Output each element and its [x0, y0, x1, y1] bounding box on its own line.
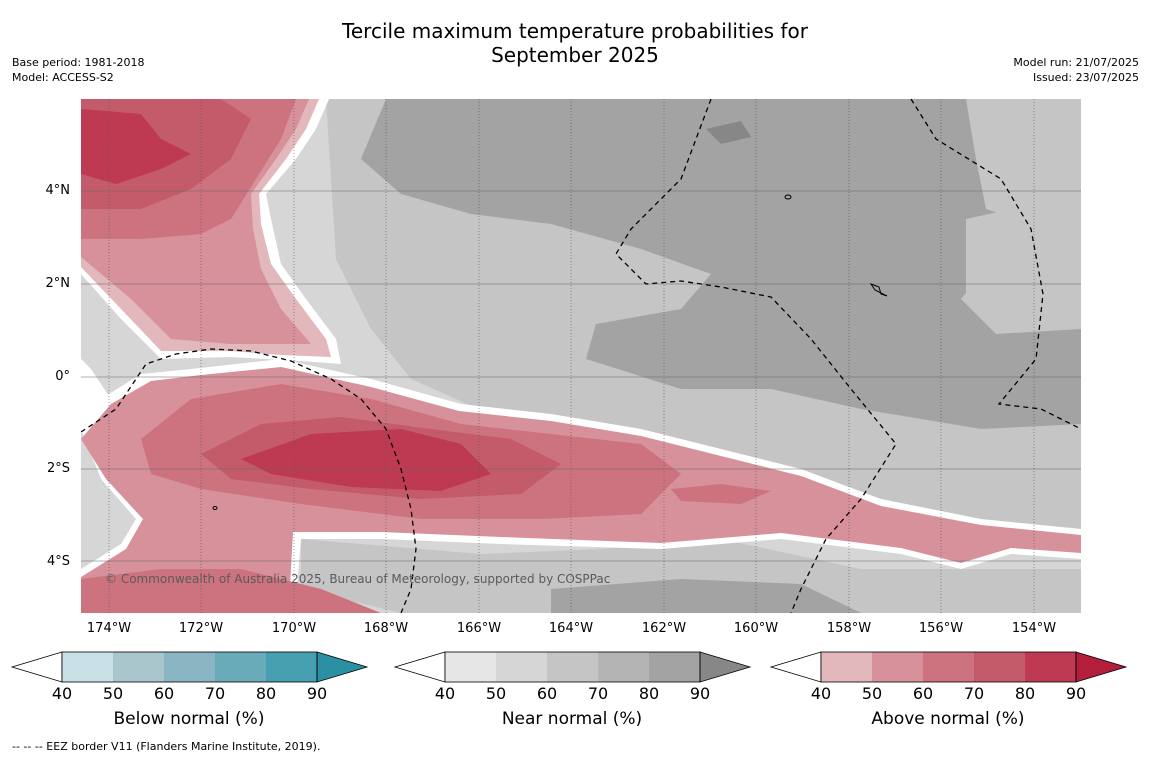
cb-near-tick-40: 40 [434, 684, 456, 703]
lat-label-4s: 4°S [46, 554, 70, 569]
grid [81, 190, 1081, 562]
lon-label-168w: 168°W [363, 621, 409, 636]
cb-near-arrow-left [393, 651, 446, 683]
cb-above-swatch-2 [872, 652, 923, 682]
cb-above-title: Above normal (%) [871, 709, 1025, 729]
colorbar-near-normal [393, 651, 752, 683]
lat-label-4n: 4°N [45, 183, 71, 198]
cb-above-tick-50: 50 [861, 684, 883, 703]
copyright-notice: © Commonwealth of Australia 2025, Bureau… [105, 572, 611, 586]
cb-below-swatch-2 [113, 652, 164, 682]
cb-above-tick-80: 80 [1014, 684, 1036, 703]
eez-borders [81, 99, 1081, 613]
cb-below-tick-70: 70 [204, 684, 226, 703]
run-info: Model run: 21/07/2025 Issued: 23/07/2025 [1013, 55, 1139, 85]
cb-above-swatch-4 [974, 652, 1025, 682]
cb-near-swatch-2 [496, 652, 547, 682]
near-normal-80-region [361, 99, 1081, 429]
cb-above-swatch-1 [821, 652, 872, 682]
chart-title: Tercile maximum temperature probabilitie… [0, 19, 1150, 67]
lon-label-156w: 156°W [918, 621, 964, 636]
cb-near-tick-70: 70 [587, 684, 609, 703]
colorbar-above-normal [769, 651, 1128, 683]
cb-below-tick-60: 60 [153, 684, 175, 703]
cb-near-tick-50: 50 [485, 684, 507, 703]
cb-above-tick-60: 60 [912, 684, 934, 703]
cb-below-swatch-3 [164, 652, 215, 682]
cb-near-swatch-1 [445, 652, 496, 682]
above-80-region [241, 429, 491, 491]
cb-below-swatch-1 [62, 652, 113, 682]
islands [212, 194, 888, 510]
lon-label-174w: 174°W [86, 621, 132, 636]
lon-label-166w: 166°W [456, 621, 502, 636]
title-line-1: Tercile maximum temperature probabilitie… [342, 19, 808, 43]
lon-label-158w: 158°W [826, 621, 872, 636]
lon-label-164w: 164°W [548, 621, 594, 636]
near-normal-light-patch [966, 99, 1081, 224]
lat-label-0: 0° [55, 369, 70, 384]
cb-above-swatch-3 [923, 652, 974, 682]
cb-near-tick-60: 60 [536, 684, 558, 703]
cb-near-swatch-3 [547, 652, 598, 682]
cb-near-tick-80: 80 [638, 684, 660, 703]
cb-below-swatch-5 [266, 652, 317, 682]
near-normal-light-patch-2 [966, 194, 1081, 329]
model-name: Model: ACCESS-S2 [12, 71, 114, 84]
model-run-date: Model run: 21/07/2025 [1013, 56, 1139, 69]
cb-above-tick-90: 90 [1065, 684, 1087, 703]
lon-label-162w: 162°W [641, 621, 687, 636]
lon-label-172w: 172°W [178, 621, 224, 636]
cb-above-tick-70: 70 [963, 684, 985, 703]
near-normal-bottom [301, 539, 1081, 613]
base-info: Base period: 1981-2018 Model: ACCESS-S2 [12, 55, 144, 85]
cb-below-tick-40: 40 [51, 684, 73, 703]
lat-label-2n: 2°N [45, 276, 71, 291]
cb-below-swatch-4 [215, 652, 266, 682]
title-line-2: September 2025 [491, 43, 659, 67]
cb-below-tick-50: 50 [102, 684, 124, 703]
above-60-bottom-left [81, 569, 381, 613]
cb-near-swatch-4 [598, 652, 649, 682]
lon-label-154w: 154°W [1011, 621, 1057, 636]
lon-label-170w: 170°W [271, 621, 317, 636]
base-period: Base period: 1981-2018 [12, 56, 145, 69]
cb-below-title: Below normal (%) [113, 709, 265, 729]
above-90-upper-left [81, 109, 191, 184]
colorbar-below-normal [10, 651, 369, 683]
cb-near-tick-90: 90 [689, 684, 711, 703]
probability-map [81, 99, 1081, 613]
issued-date: Issued: 23/07/2025 [1032, 71, 1139, 84]
below-40-patch-left [81, 359, 111, 434]
lat-label-2s: 2°S [46, 461, 70, 476]
cb-above-arrow-right [1075, 651, 1128, 683]
lon-label-160w: 160°W [733, 621, 779, 636]
cb-near-title: Near normal (%) [501, 709, 643, 729]
cb-below-arrow-right [316, 651, 369, 683]
cb-below-arrow-left [10, 651, 63, 683]
cb-above-swatch-5 [1025, 652, 1076, 682]
near-normal-90-patch [706, 121, 751, 144]
cb-above-arrow-left [769, 651, 822, 683]
cb-below-tick-90: 90 [306, 684, 328, 703]
eez-legend-note: -- -- -- EEZ border V11 (Flanders Marine… [12, 740, 321, 753]
above-60-east-patch [671, 484, 771, 504]
cb-below-tick-80: 80 [255, 684, 277, 703]
cb-above-tick-40: 40 [810, 684, 832, 703]
cb-near-arrow-right [699, 651, 752, 683]
near-normal-bottom-dark [551, 579, 861, 613]
cb-near-swatch-5 [649, 652, 700, 682]
